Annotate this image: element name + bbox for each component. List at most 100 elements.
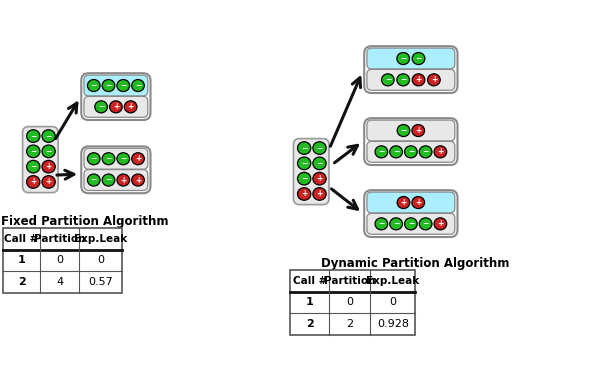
Text: −: − bbox=[393, 219, 399, 228]
Ellipse shape bbox=[390, 146, 403, 158]
Ellipse shape bbox=[42, 145, 55, 158]
Text: −: − bbox=[90, 154, 97, 163]
Bar bbox=[290, 270, 415, 335]
Ellipse shape bbox=[397, 74, 409, 86]
Text: −: − bbox=[30, 147, 37, 156]
Ellipse shape bbox=[397, 124, 410, 137]
Ellipse shape bbox=[102, 153, 115, 165]
FancyBboxPatch shape bbox=[364, 118, 458, 165]
FancyBboxPatch shape bbox=[367, 70, 455, 90]
Ellipse shape bbox=[26, 176, 40, 188]
Text: +: + bbox=[46, 178, 52, 186]
Ellipse shape bbox=[375, 218, 388, 230]
Ellipse shape bbox=[434, 146, 447, 158]
Ellipse shape bbox=[297, 142, 311, 154]
Ellipse shape bbox=[419, 146, 432, 158]
FancyBboxPatch shape bbox=[367, 213, 455, 234]
Bar bbox=[3, 228, 122, 293]
Text: 1: 1 bbox=[306, 298, 314, 307]
Text: −: − bbox=[378, 219, 385, 228]
Text: Exp.Leak: Exp.Leak bbox=[74, 234, 127, 244]
Ellipse shape bbox=[313, 157, 326, 170]
Text: +: + bbox=[120, 176, 126, 184]
Text: Partition: Partition bbox=[34, 234, 85, 244]
Text: −: − bbox=[400, 75, 406, 84]
FancyBboxPatch shape bbox=[84, 75, 148, 96]
Text: −: − bbox=[105, 81, 112, 90]
Ellipse shape bbox=[382, 74, 394, 86]
Ellipse shape bbox=[102, 174, 115, 186]
Text: −: − bbox=[408, 219, 414, 228]
Text: −: − bbox=[400, 54, 406, 63]
Ellipse shape bbox=[412, 124, 424, 137]
Ellipse shape bbox=[297, 188, 311, 200]
Text: +: + bbox=[301, 190, 307, 198]
Ellipse shape bbox=[419, 218, 432, 230]
Ellipse shape bbox=[313, 172, 326, 185]
Text: −: − bbox=[316, 159, 323, 168]
Ellipse shape bbox=[412, 53, 425, 64]
FancyBboxPatch shape bbox=[367, 120, 455, 141]
Ellipse shape bbox=[110, 101, 122, 113]
Text: −: − bbox=[423, 219, 429, 228]
Ellipse shape bbox=[125, 101, 137, 113]
Ellipse shape bbox=[42, 176, 55, 188]
Text: +: + bbox=[400, 198, 406, 207]
Text: +: + bbox=[415, 75, 421, 84]
Text: +: + bbox=[431, 75, 437, 84]
Ellipse shape bbox=[397, 53, 409, 64]
Text: −: − bbox=[120, 154, 126, 163]
Text: −: − bbox=[30, 131, 37, 141]
Ellipse shape bbox=[397, 197, 410, 209]
Text: −: − bbox=[316, 143, 323, 153]
FancyBboxPatch shape bbox=[367, 48, 455, 69]
Ellipse shape bbox=[412, 74, 425, 86]
Text: −: − bbox=[98, 102, 104, 111]
Text: +: + bbox=[415, 126, 421, 135]
FancyBboxPatch shape bbox=[364, 46, 458, 93]
Ellipse shape bbox=[102, 79, 115, 92]
Text: Call #: Call # bbox=[4, 234, 39, 244]
Ellipse shape bbox=[117, 174, 129, 186]
Text: 2: 2 bbox=[306, 319, 314, 329]
Text: 2: 2 bbox=[18, 277, 25, 287]
Text: 0: 0 bbox=[97, 255, 104, 265]
Text: +: + bbox=[317, 174, 323, 183]
Ellipse shape bbox=[405, 218, 417, 230]
Ellipse shape bbox=[313, 142, 326, 154]
Text: +: + bbox=[437, 219, 444, 228]
FancyBboxPatch shape bbox=[84, 169, 148, 190]
Ellipse shape bbox=[427, 74, 440, 86]
Ellipse shape bbox=[42, 160, 55, 173]
Ellipse shape bbox=[95, 101, 108, 113]
Ellipse shape bbox=[405, 146, 417, 158]
Text: −: − bbox=[135, 81, 141, 90]
FancyBboxPatch shape bbox=[81, 146, 150, 193]
Text: Fixed Partition Algorithm: Fixed Partition Algorithm bbox=[1, 215, 168, 228]
Text: −: − bbox=[45, 147, 52, 156]
Text: −: − bbox=[105, 176, 112, 184]
FancyBboxPatch shape bbox=[84, 96, 148, 117]
Text: −: − bbox=[30, 162, 37, 171]
Text: −: − bbox=[378, 147, 385, 156]
Text: −: − bbox=[301, 143, 308, 153]
Ellipse shape bbox=[87, 174, 100, 186]
FancyBboxPatch shape bbox=[23, 127, 58, 193]
Ellipse shape bbox=[297, 172, 311, 185]
Text: 0: 0 bbox=[389, 298, 396, 307]
Text: Exp.Leak: Exp.Leak bbox=[366, 276, 420, 286]
Text: Dynamic Partition Algorithm: Dynamic Partition Algorithm bbox=[321, 257, 509, 270]
Text: +: + bbox=[415, 198, 421, 207]
Ellipse shape bbox=[132, 79, 144, 92]
Ellipse shape bbox=[313, 188, 326, 200]
Text: −: − bbox=[400, 126, 407, 135]
Text: −: − bbox=[90, 176, 97, 184]
Text: −: − bbox=[385, 75, 391, 84]
Ellipse shape bbox=[434, 218, 447, 230]
Text: −: − bbox=[415, 54, 422, 63]
Ellipse shape bbox=[26, 145, 40, 158]
Text: 4: 4 bbox=[57, 277, 63, 287]
Ellipse shape bbox=[297, 157, 311, 170]
Ellipse shape bbox=[117, 153, 129, 165]
Text: 0.57: 0.57 bbox=[88, 277, 113, 287]
